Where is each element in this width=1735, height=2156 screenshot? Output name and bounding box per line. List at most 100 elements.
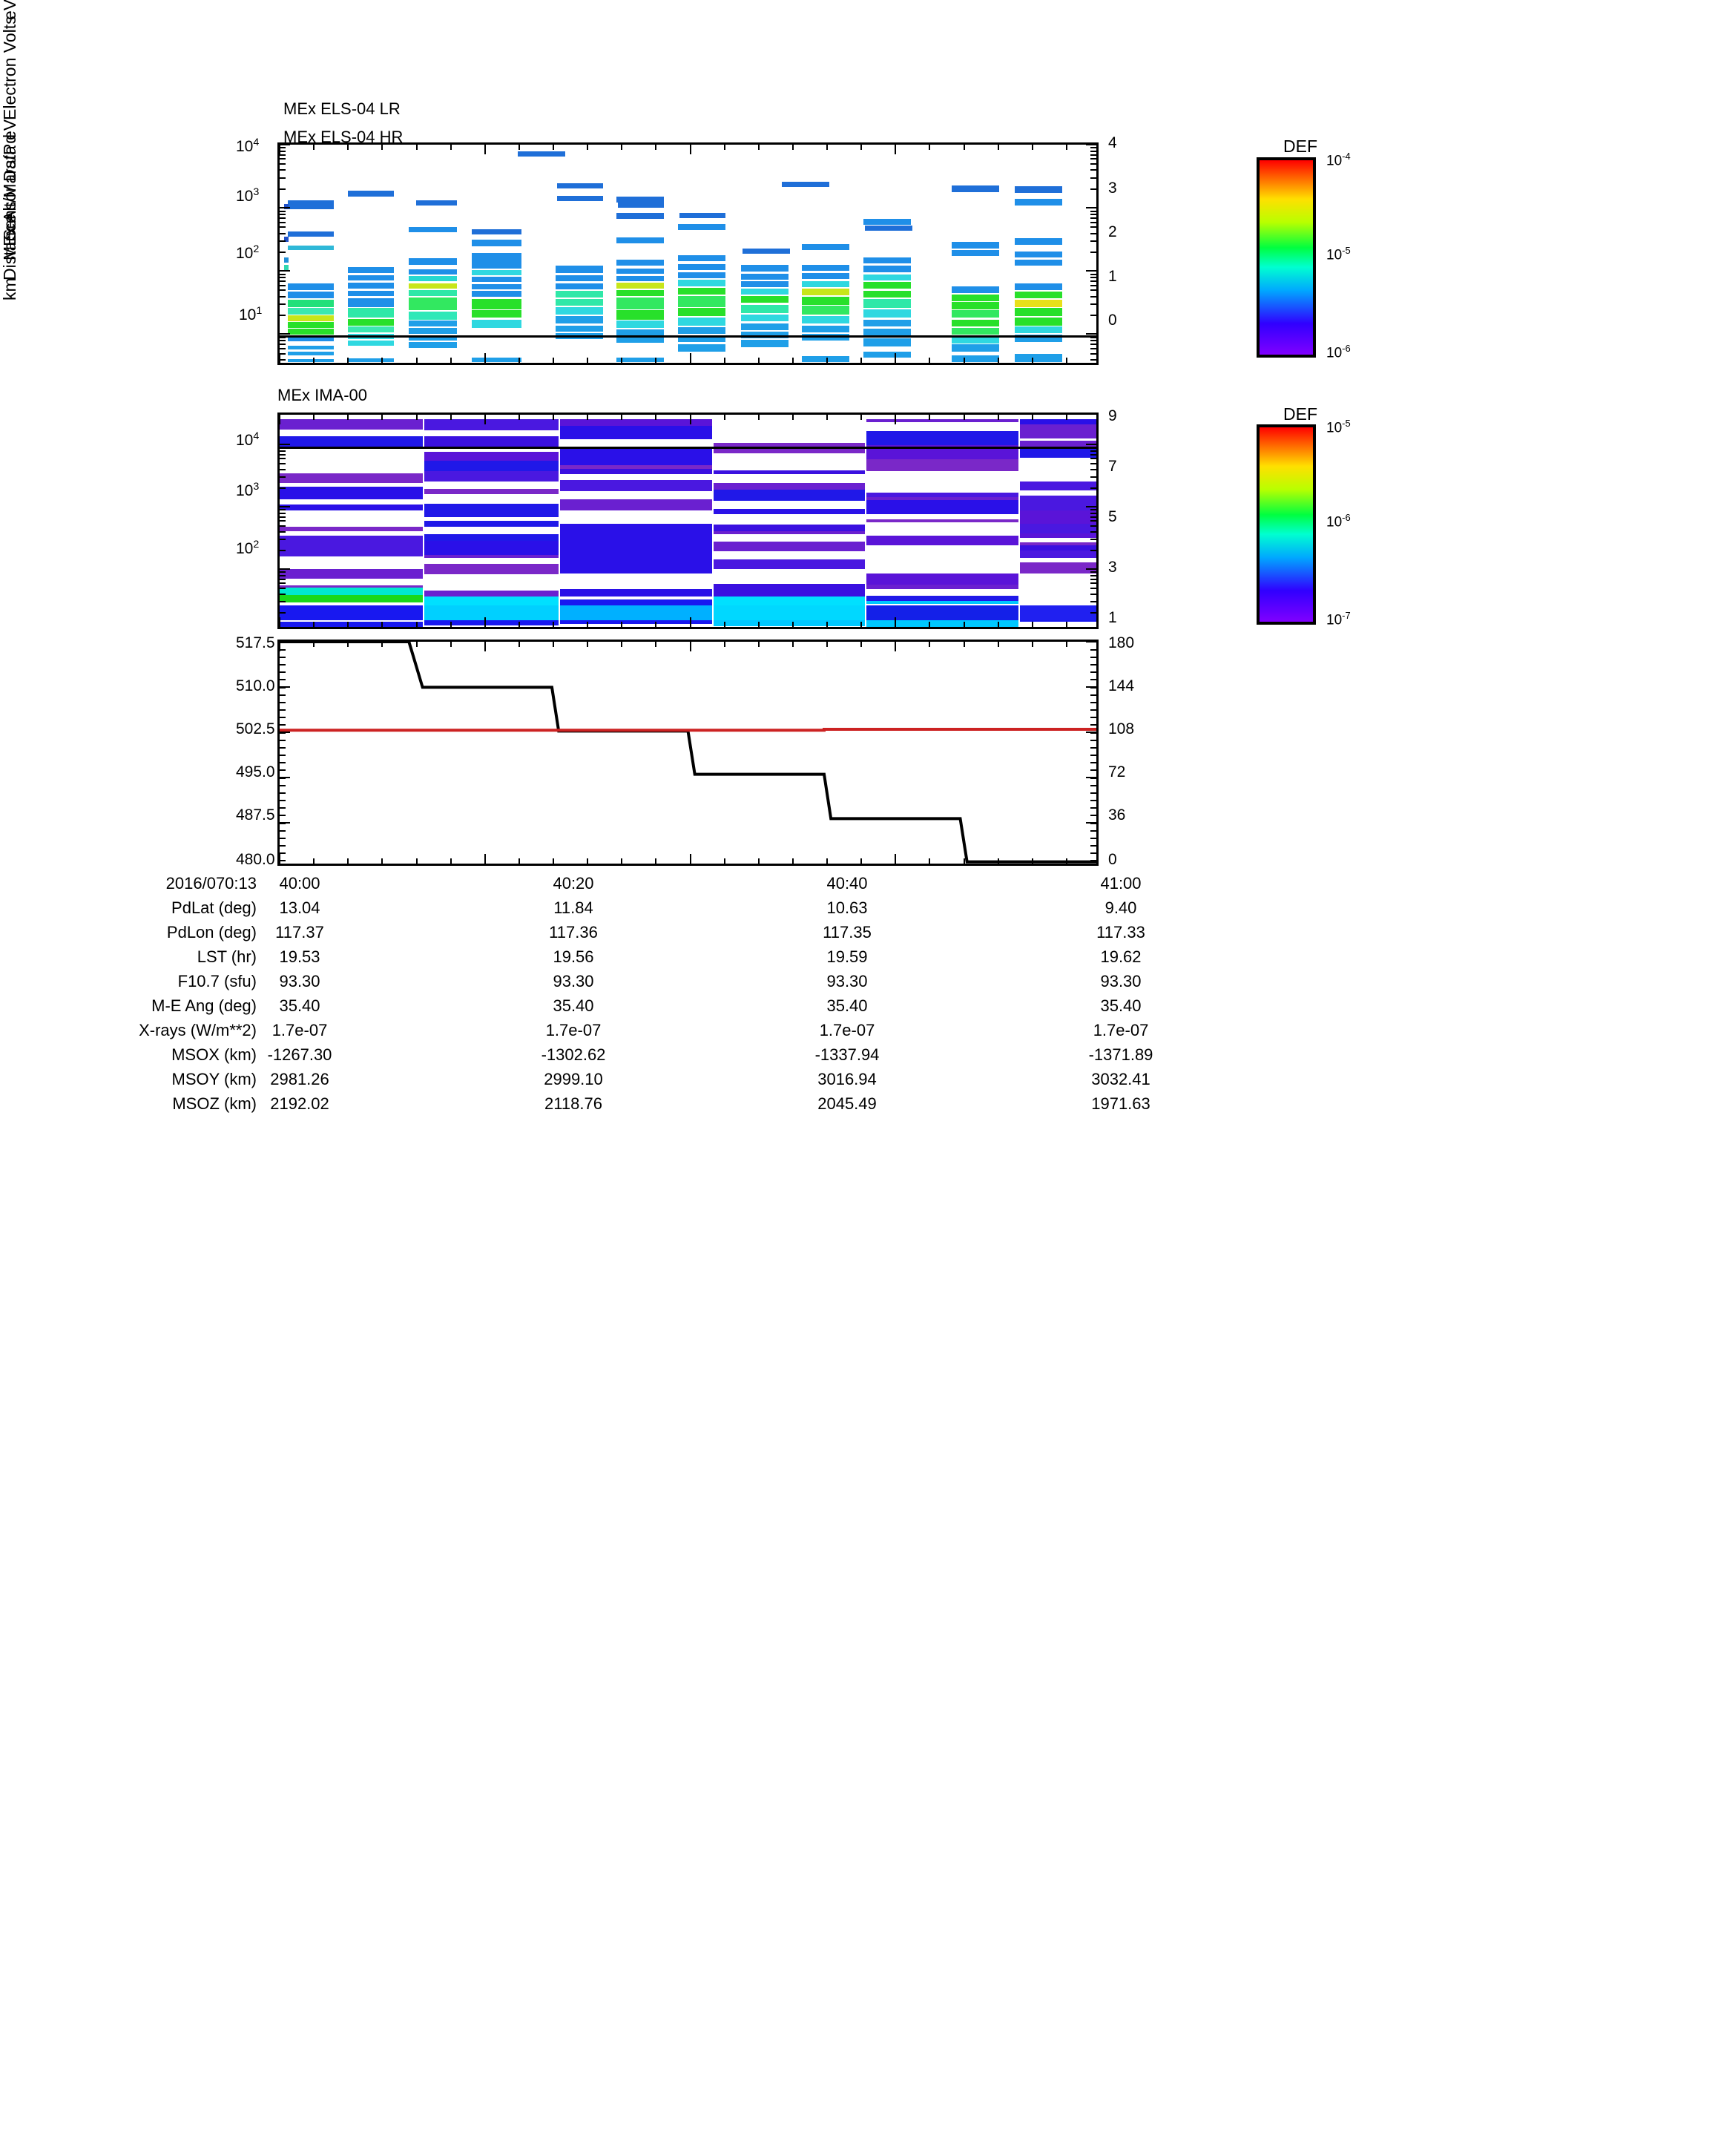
spectrogram-cell[interactable] <box>555 266 603 273</box>
spectrogram-band[interactable] <box>713 584 867 598</box>
ytick-minor[interactable] <box>1090 612 1096 614</box>
spectrogram-band[interactable] <box>713 620 867 626</box>
ytick-minor[interactable] <box>1090 717 1096 719</box>
xtick[interactable] <box>587 642 589 647</box>
ytick[interactable] <box>280 270 290 272</box>
spectrogram-cell[interactable] <box>863 328 911 336</box>
ytick-minor[interactable] <box>1090 694 1096 696</box>
spectrogram-cell[interactable] <box>952 355 1000 363</box>
spectrogram-band[interactable] <box>560 465 714 469</box>
ytick-minor[interactable] <box>1090 724 1096 726</box>
xtick[interactable] <box>1031 358 1033 363</box>
spectrogram-flagbar[interactable] <box>679 212 725 218</box>
ytick-minor[interactable] <box>280 150 286 152</box>
spectrogram-lowE-band[interactable] <box>1019 605 1096 621</box>
ytick-minor[interactable] <box>280 686 286 688</box>
ytick-minor[interactable] <box>1090 571 1096 573</box>
spectrogram-cell[interactable] <box>952 294 1000 301</box>
spectrogram-cell[interactable] <box>288 352 335 356</box>
ytick-minor[interactable] <box>280 671 286 674</box>
spectrogram-flagbar[interactable] <box>781 182 829 188</box>
ytick-minor[interactable] <box>1090 746 1096 749</box>
spectrogram-cell[interactable] <box>863 218 911 225</box>
spectrogram-cell[interactable] <box>472 270 521 275</box>
ytick-minor[interactable] <box>280 303 286 306</box>
xtick[interactable] <box>1031 858 1033 864</box>
ytick-minor[interactable] <box>280 593 286 595</box>
ytick-minor[interactable] <box>1090 458 1096 460</box>
spectrogram-cell[interactable] <box>952 185 1000 193</box>
spectrogram-cell[interactable] <box>616 196 665 203</box>
ytick-minor[interactable] <box>1090 807 1096 809</box>
spectrogram-cell[interactable] <box>616 329 665 336</box>
ytick-minor[interactable] <box>280 694 286 696</box>
spectrogram-band[interactable] <box>424 534 561 541</box>
xtick[interactable] <box>689 854 691 864</box>
xtick[interactable] <box>689 415 691 424</box>
xtick[interactable] <box>757 642 760 647</box>
spectrogram-cell[interactable] <box>616 289 665 296</box>
xtick[interactable] <box>860 358 863 363</box>
xtick[interactable] <box>826 358 828 363</box>
xtick[interactable] <box>313 358 315 363</box>
xtick[interactable] <box>860 415 863 420</box>
xtick[interactable] <box>997 358 999 363</box>
spectrogram-cyan-band[interactable] <box>713 596 867 606</box>
spectrogram-cell[interactable] <box>952 249 1000 256</box>
spectrogram-cell[interactable] <box>288 245 335 250</box>
ytick-minor[interactable] <box>280 860 286 862</box>
xtick[interactable] <box>415 358 418 363</box>
xtick[interactable] <box>313 145 315 150</box>
ytick-minor[interactable] <box>1090 593 1096 595</box>
spectrogram-cell[interactable] <box>555 316 603 323</box>
spectrogram-band[interactable] <box>1019 449 1096 458</box>
ytick-minor[interactable] <box>280 739 286 741</box>
panel3-plot-area[interactable] <box>277 640 1099 866</box>
ytick-minor[interactable] <box>1090 158 1096 160</box>
xtick[interactable] <box>347 858 349 864</box>
spectrogram-flagbar[interactable] <box>556 183 603 188</box>
boundary-line[interactable] <box>280 447 1096 449</box>
spectrogram-cell[interactable] <box>347 326 394 332</box>
xtick[interactable] <box>553 622 554 627</box>
spectrogram-band[interactable] <box>713 531 867 534</box>
spectrogram-cell[interactable] <box>288 346 335 350</box>
xtick[interactable] <box>895 145 897 154</box>
ytick-minor[interactable] <box>280 158 286 160</box>
spectrogram-cell[interactable] <box>863 257 911 264</box>
spectrogram-cell[interactable] <box>952 344 1000 352</box>
spectrogram-lowE-band[interactable] <box>280 605 424 621</box>
ytick-minor[interactable] <box>1090 344 1096 346</box>
spectrogram-cell[interactable] <box>472 283 521 290</box>
spectrogram-cell[interactable] <box>1014 259 1063 266</box>
spectrogram-cell[interactable] <box>863 282 911 289</box>
ytick-minor[interactable] <box>1090 352 1096 355</box>
xtick[interactable] <box>279 145 280 154</box>
ytick[interactable] <box>1086 641 1096 642</box>
xtick[interactable] <box>587 145 589 150</box>
spectrogram-cell[interactable] <box>409 226 457 232</box>
ytick-minor[interactable] <box>280 574 286 576</box>
xtick[interactable] <box>313 642 315 647</box>
xtick[interactable] <box>997 858 999 864</box>
spectrogram-cell[interactable] <box>409 312 457 320</box>
spectrogram-cell[interactable] <box>616 321 665 328</box>
xtick[interactable] <box>347 358 349 363</box>
ytick-minor[interactable] <box>280 755 286 756</box>
xtick[interactable] <box>484 145 486 154</box>
spectrogram-band[interactable] <box>560 460 714 465</box>
ytick-minor[interactable] <box>280 450 286 452</box>
ytick-minor[interactable] <box>1090 163 1096 165</box>
spectrogram-cell[interactable] <box>409 269 457 275</box>
ytick-minor[interactable] <box>280 280 286 282</box>
ytick-minor[interactable] <box>1090 447 1096 449</box>
xtick[interactable] <box>621 858 623 864</box>
ytick[interactable] <box>280 568 290 571</box>
ytick-minor[interactable] <box>1090 516 1096 518</box>
spectrogram-cell[interactable] <box>288 335 335 342</box>
xtick[interactable] <box>450 145 452 150</box>
xtick[interactable] <box>826 622 828 627</box>
ytick[interactable] <box>1086 506 1096 508</box>
ytick-minor[interactable] <box>280 530 286 533</box>
spectrogram-cell[interactable] <box>555 325 603 332</box>
